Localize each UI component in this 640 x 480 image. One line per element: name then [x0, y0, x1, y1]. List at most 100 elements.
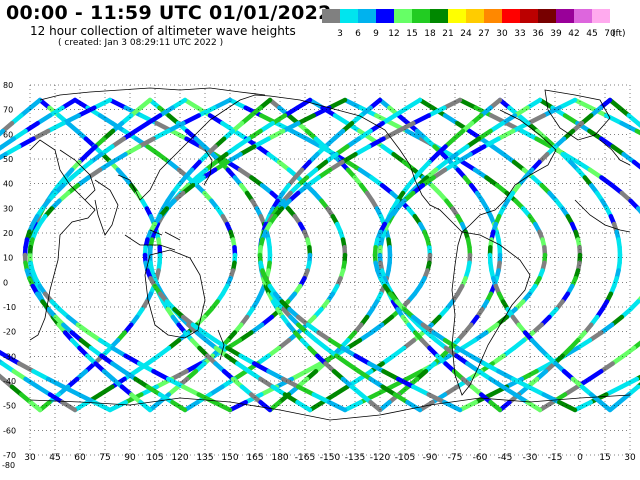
track-segment — [184, 361, 204, 374]
track-segment — [575, 338, 593, 351]
track-segment — [316, 167, 333, 180]
track-segment — [121, 369, 138, 382]
track-segment — [345, 136, 362, 149]
track-segment — [327, 400, 348, 413]
track-segment — [631, 159, 640, 170]
track-segment — [136, 136, 156, 149]
track-segment — [212, 159, 230, 172]
track-segment — [11, 369, 28, 382]
track-segment — [169, 369, 189, 382]
lon-tick-label: -150 — [320, 453, 341, 463]
track-segment — [472, 167, 489, 180]
track-segment — [353, 144, 372, 157]
track-segment — [598, 136, 615, 149]
track-segment — [395, 121, 416, 134]
track-segment — [557, 97, 578, 110]
track-segment — [526, 113, 546, 126]
track-segment — [587, 167, 604, 180]
track-segment — [411, 384, 431, 397]
track-segment — [368, 121, 385, 134]
track-segment — [541, 105, 562, 118]
track-segment — [110, 345, 128, 358]
track-segment — [196, 392, 217, 405]
track-segment — [316, 330, 333, 343]
track-segment — [634, 374, 640, 382]
track-segment — [510, 376, 531, 389]
track-segment — [207, 384, 225, 397]
track-segment — [405, 400, 423, 413]
created-timestamp: ( created: Jan 3 08:29:11 UTC 2022 ) — [58, 38, 224, 48]
lat-tick-label: 30 — [3, 204, 13, 213]
track-segment — [442, 113, 460, 126]
track-segment — [270, 384, 288, 397]
lon-tick-label: -60 — [473, 453, 488, 463]
track-segment — [11, 128, 28, 141]
track-segment — [170, 97, 188, 110]
track-segment — [157, 105, 175, 118]
track-segment — [139, 384, 159, 397]
legend-label-39: 39 — [550, 29, 562, 39]
track-segment — [380, 384, 398, 397]
track-segment — [476, 128, 493, 141]
track-segment — [60, 97, 78, 110]
track-segment — [395, 376, 416, 389]
legend-swatch-42 — [556, 9, 574, 23]
legend-swatch-3 — [322, 9, 340, 23]
track-segment — [76, 392, 97, 405]
track-segment — [575, 159, 593, 172]
lat-tick-label: 20 — [3, 229, 13, 238]
track-segment — [500, 384, 518, 397]
track-segment — [342, 400, 363, 413]
track-segment — [201, 330, 218, 343]
track-segment — [472, 330, 489, 343]
track-segment — [442, 384, 460, 397]
track-segment — [404, 369, 424, 382]
track-segment — [227, 400, 248, 413]
lon-tick-label: 30 — [624, 453, 636, 463]
track-segment — [246, 128, 263, 141]
track-segment — [380, 113, 398, 126]
track-segment — [634, 128, 640, 136]
track-segment — [266, 369, 286, 382]
track-segment — [525, 97, 543, 110]
track-segment — [332, 113, 350, 126]
track-segment — [534, 361, 554, 374]
track-segment — [604, 113, 624, 126]
coast-new-zealand — [217, 329, 225, 361]
track-segment — [60, 400, 78, 413]
track-segment — [3, 144, 22, 157]
track-segment — [107, 97, 128, 110]
track-segment — [327, 159, 345, 172]
track-segment — [139, 113, 159, 126]
lon-tick-label: -135 — [345, 453, 365, 463]
track-segment — [572, 97, 593, 110]
track-segment — [196, 105, 217, 118]
track-segment — [562, 384, 580, 397]
legend-swatch-36 — [520, 9, 538, 23]
lat-tick-label: 10 — [3, 254, 13, 263]
track-segment — [92, 97, 113, 110]
track-segment — [562, 113, 580, 126]
track-segment — [235, 136, 252, 149]
lon-tick-label: 90 — [124, 453, 136, 463]
track-segment — [289, 128, 309, 141]
lon-tick-label: 135 — [196, 453, 213, 463]
track-segment — [431, 167, 448, 180]
legend-label-6: 6 — [355, 29, 361, 39]
track-segment — [327, 97, 348, 110]
legend-swatch-27 — [466, 9, 484, 23]
track-segment — [455, 345, 473, 358]
track-segment — [431, 330, 448, 343]
track-segment — [426, 392, 447, 405]
legend-label-18: 18 — [424, 29, 436, 39]
longitude-tick-labels: 30 45 60 75 90 105 120 135 150 165 180 -165 -150 -135… — [24, 453, 636, 463]
lon-tick-label: 165 — [246, 453, 263, 463]
track-segment — [442, 159, 460, 172]
coast-india — [94, 179, 119, 236]
lon-tick-label: 150 — [221, 453, 238, 463]
track-segment — [170, 400, 188, 413]
track-segment — [345, 159, 363, 172]
page-subtitle: 12 hour collection of altimeter wave hei… — [30, 24, 296, 38]
coast-japan — [203, 149, 213, 186]
track-segment — [181, 384, 201, 397]
